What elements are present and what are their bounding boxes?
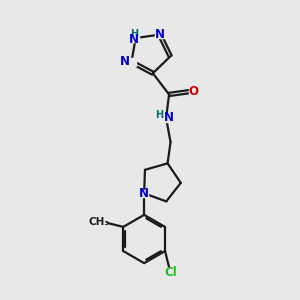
Text: N: N: [120, 56, 130, 68]
Text: N: N: [164, 112, 173, 124]
Text: CH₃: CH₃: [88, 217, 110, 226]
Bar: [157, 114, 173, 122]
Text: Cl: Cl: [164, 266, 177, 279]
Bar: [140, 190, 148, 197]
Text: O: O: [188, 85, 198, 98]
Text: H: H: [130, 29, 138, 39]
Bar: [166, 268, 175, 276]
Bar: [189, 88, 197, 95]
Bar: [155, 31, 164, 38]
Bar: [125, 34, 139, 42]
Text: N: N: [129, 33, 139, 46]
Bar: [127, 58, 136, 65]
Text: N: N: [139, 187, 149, 200]
Bar: [92, 218, 106, 226]
Text: H: H: [156, 110, 164, 120]
Text: N: N: [155, 28, 165, 41]
